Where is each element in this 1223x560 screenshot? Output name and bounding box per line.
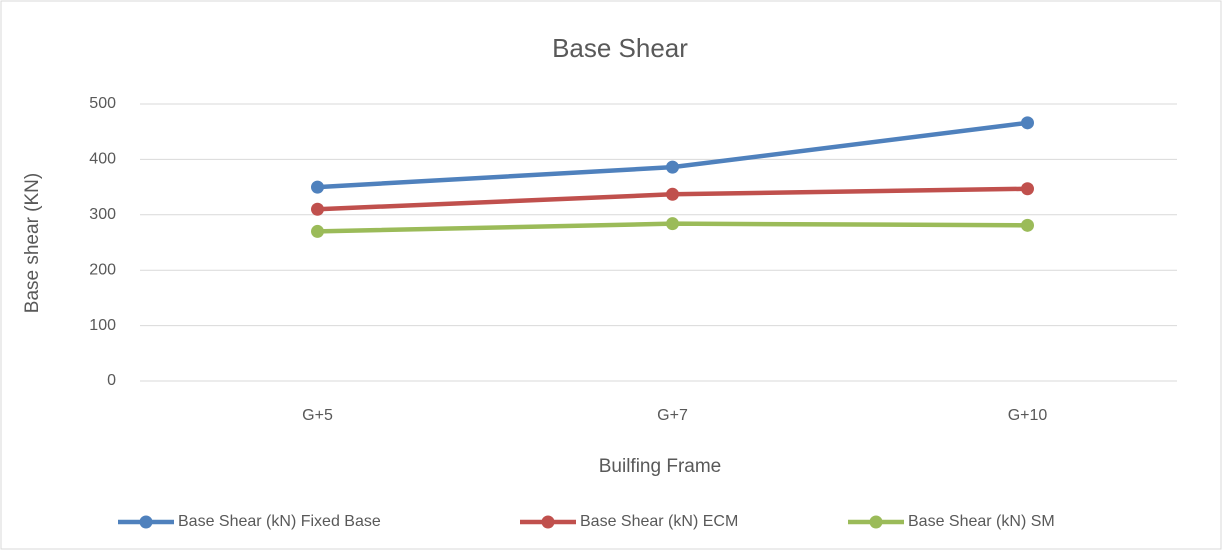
data-point: [666, 187, 679, 201]
y-tick-label: 400: [89, 151, 116, 168]
data-point: [666, 217, 679, 231]
data-point: [1021, 182, 1034, 196]
data-point: [666, 160, 679, 174]
x-tick-label: G+5: [302, 407, 333, 424]
y-tick-label: 100: [89, 317, 116, 334]
legend-label: Base Shear (kN) ECM: [580, 513, 738, 530]
y-tick-label: 500: [89, 95, 116, 112]
chart-title: Base Shear: [552, 33, 688, 63]
data-point: [1021, 116, 1034, 130]
x-tick-label: G+10: [1008, 407, 1048, 424]
y-tick-label: 300: [89, 206, 116, 223]
data-point: [1021, 218, 1034, 232]
y-tick-label: 200: [89, 261, 116, 278]
y-axis-label: Base shear (KN): [22, 173, 43, 313]
data-point: [311, 224, 324, 238]
x-axis-label: Builfing Frame: [599, 456, 722, 477]
legend-label: Base Shear (kN) SM: [908, 513, 1055, 530]
legend-marker: [541, 515, 555, 529]
y-tick-label: 0: [107, 372, 116, 389]
x-tick-label: G+7: [657, 407, 688, 424]
legend-marker: [869, 515, 883, 529]
legend-label: Base Shear (kN) Fixed Base: [178, 513, 381, 530]
data-point: [311, 180, 324, 194]
legend-marker: [139, 515, 153, 529]
data-point: [311, 202, 324, 216]
